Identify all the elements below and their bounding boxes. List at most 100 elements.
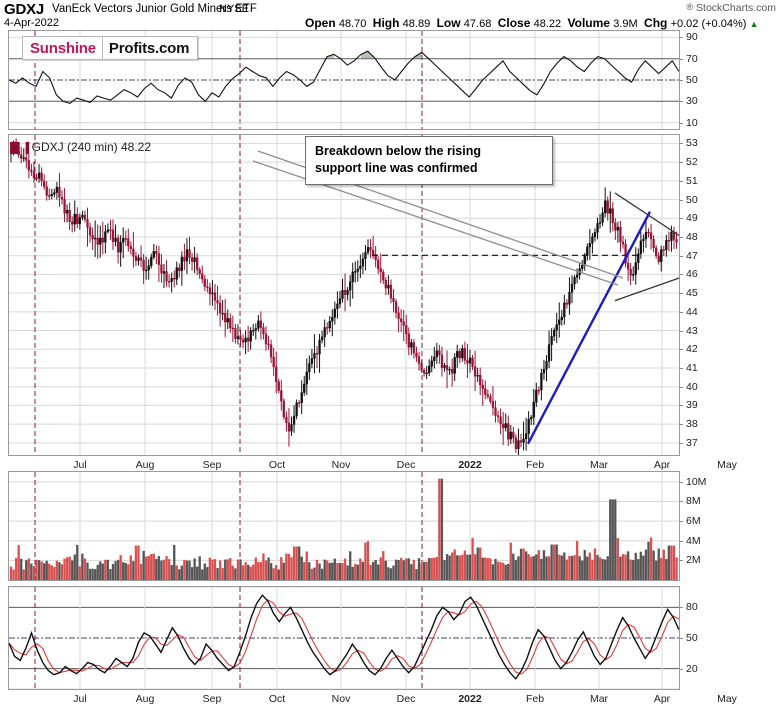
axis-tick-label: 37 <box>686 436 698 449</box>
volume-plot-area <box>8 471 680 581</box>
axis-tick-mark <box>680 218 683 220</box>
x-axis-month-label: Aug <box>135 459 155 471</box>
low-label: Low <box>436 16 461 30</box>
axis-tick-mark <box>680 442 683 444</box>
price-svg <box>9 135 679 455</box>
x-axis-month-label: Apr <box>653 459 671 471</box>
x-axis-month-label: Aug <box>135 693 155 705</box>
annotation-callout: Breakdown below the rising support line … <box>305 136 553 185</box>
exchange-label: NYSE <box>219 3 249 15</box>
ticker-symbol: GDXJ <box>4 1 45 18</box>
axis-tick-mark <box>680 405 683 407</box>
stochastic-plot-area <box>8 586 680 690</box>
axis-tick-label: 2M <box>686 554 701 567</box>
candles-icon: █▌▐ <box>10 143 29 154</box>
stockcharts-watermark: ® StockCharts.com <box>686 2 776 14</box>
axis-tick-mark <box>680 255 683 257</box>
high-value: 48.89 <box>402 18 431 30</box>
annotation-line-2: support line was confirmed <box>315 161 478 175</box>
axis-tick-mark <box>680 330 683 332</box>
axis-tick-mark <box>680 101 683 103</box>
axis-tick-mark <box>680 236 683 238</box>
axis-tick-label: 46 <box>686 268 698 281</box>
volume-svg <box>9 472 679 580</box>
x-axis-month-label: Feb <box>525 693 545 705</box>
price-series-text: GDXJ (240 min) 48.22 <box>31 140 151 154</box>
axis-tick-label: 39 <box>686 399 698 412</box>
axis-tick-mark <box>680 293 683 295</box>
close-label: Close <box>497 16 531 30</box>
low-value: 47.68 <box>463 18 492 30</box>
axis-tick-mark <box>680 58 683 60</box>
axis-tick-label: 10M <box>686 475 707 488</box>
axis-tick-mark <box>680 199 683 201</box>
x-axis-month-label: Mar <box>589 459 609 471</box>
axis-tick-mark <box>680 638 683 639</box>
axis-tick-label: 49 <box>686 212 698 225</box>
axis-tick-mark <box>680 560 683 562</box>
price-y-axis: 53 52 51 50 49 48 47 46 45 44 43 42 41 40 39 38 37 <box>680 134 776 456</box>
x-axis-month-label: Sep <box>202 459 222 471</box>
axis-tick-mark <box>680 540 683 542</box>
x-axis-month-label: Dec <box>396 459 416 471</box>
axis-tick-mark <box>680 80 683 81</box>
axis-tick-mark <box>680 501 683 503</box>
axis-tick-label: 41 <box>686 361 698 374</box>
axis-tick-label: 42 <box>686 343 698 356</box>
axis-tick-mark <box>680 607 683 609</box>
x-axis-month-label: Jul <box>73 693 87 705</box>
axis-tick-label: 80 <box>686 601 698 614</box>
axis-tick-label: 38 <box>686 418 698 431</box>
x-axis-month-label: Mar <box>589 693 609 705</box>
axis-tick-label: 51 <box>686 174 698 187</box>
open-value: 48.70 <box>338 18 367 30</box>
axis-tick-mark <box>680 521 683 523</box>
axis-tick-label: 4M <box>686 534 701 547</box>
axis-tick-label: 6M <box>686 515 701 528</box>
chg-up-arrow-icon: ▲ <box>749 19 759 29</box>
rsi-y-axis: 90 70 50 30 10 <box>680 30 776 130</box>
axis-tick-label: 8M <box>686 495 701 508</box>
x-axis-month-label: Nov <box>331 459 351 471</box>
axis-tick-mark <box>680 424 683 426</box>
price-series-label: █▌▐ GDXJ (240 min) 48.22 <box>10 140 151 154</box>
x-axis-month-label: Jul <box>73 459 87 471</box>
axis-tick-label: 50 <box>686 632 698 644</box>
stockcharts-label: StockCharts.com <box>696 2 776 14</box>
volume-y-axis: 10M 8M 6M 4M 2M <box>680 471 776 581</box>
x-axis-month-label: 2022 <box>458 459 482 471</box>
registered-icon: ® <box>686 2 694 12</box>
company-name: VanEck Vectors Junior Gold Miners ETF <box>52 3 257 15</box>
price-plot-area <box>8 134 680 456</box>
axis-tick-label: 50 <box>686 193 698 206</box>
x-axis-month-label: Feb <box>525 459 545 471</box>
axis-tick-mark <box>680 143 683 145</box>
axis-tick-label: 48 <box>686 230 698 243</box>
close-value: 48.22 <box>533 18 562 30</box>
axis-tick-label: 52 <box>686 156 698 169</box>
axis-tick-mark <box>680 311 683 313</box>
annotation-line-1: Breakdown below the rising <box>315 144 481 158</box>
axis-tick-mark <box>680 481 683 483</box>
axis-tick-label: 44 <box>686 305 698 318</box>
chart-date: 4-Apr-2022 <box>4 17 60 29</box>
axis-tick-label: 30 <box>686 95 698 108</box>
axis-tick-mark <box>680 274 683 276</box>
x-axis-month-label: Apr <box>653 693 671 705</box>
axis-tick-label: 70 <box>686 52 698 65</box>
sunshine-profits-logo[interactable]: Sunshine Profits.com <box>22 36 199 60</box>
volume-value: 3.9M <box>613 18 638 30</box>
axis-tick-mark <box>680 668 683 670</box>
axis-tick-mark <box>680 37 683 39</box>
chg-value: +0.02 (+0.04%) <box>670 18 747 30</box>
high-label: High <box>372 16 400 30</box>
axis-tick-mark <box>680 349 683 351</box>
axis-tick-label: 50 <box>686 74 698 86</box>
axis-tick-label: 10 <box>686 116 698 129</box>
logo-profits: Profits.com <box>108 39 190 57</box>
axis-tick-label: 20 <box>686 662 698 675</box>
axis-tick-label: 43 <box>686 324 698 337</box>
stochastic-y-axis: 80 50 20 <box>680 586 776 690</box>
axis-tick-mark <box>680 367 683 369</box>
axis-tick-label: 90 <box>686 31 698 44</box>
